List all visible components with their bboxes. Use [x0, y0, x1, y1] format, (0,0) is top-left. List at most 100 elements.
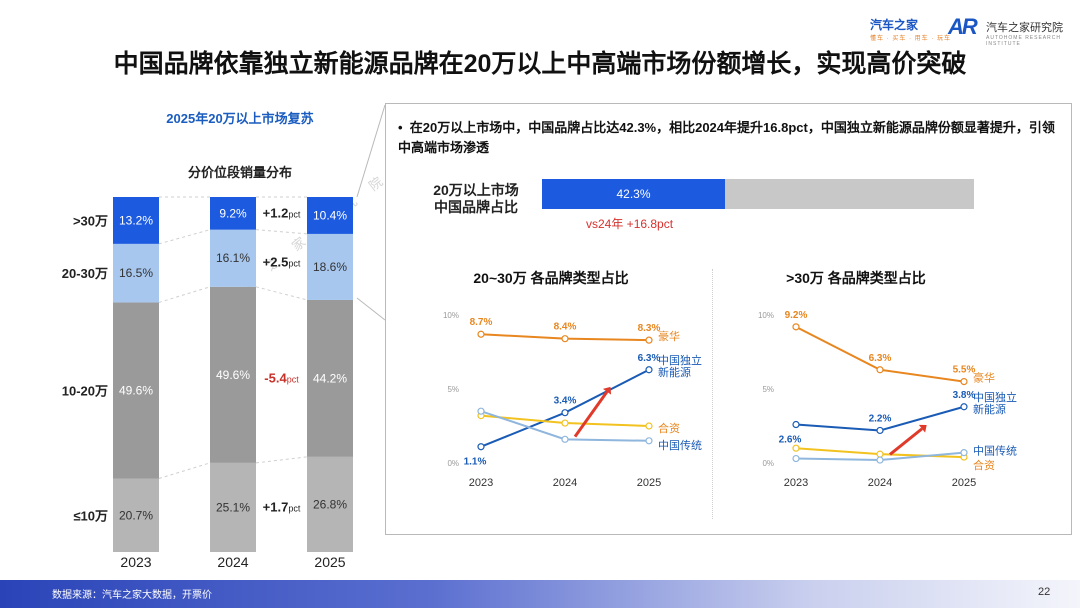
- connector-dash: [255, 286, 308, 301]
- bar-segment-10-20万-2025: [307, 299, 353, 457]
- category-label: 10-20万: [62, 383, 108, 398]
- data-point: [645, 437, 653, 445]
- series-name-label: 合资: [658, 421, 680, 435]
- connector-dash: [158, 229, 211, 245]
- series-name-label: 豪华: [973, 371, 995, 385]
- series-name-label: 中国独立: [658, 353, 702, 367]
- point-value-label: 2.6%: [779, 435, 802, 446]
- bar-segment-20-30万-2023: [113, 243, 159, 303]
- connector-dash: [158, 462, 211, 479]
- trend-arrow-icon: [602, 386, 612, 395]
- bar-value-label: 20.7%: [119, 508, 153, 522]
- series-name-label: 豪华: [658, 329, 680, 343]
- bar-segment-20-30万-2025: [307, 233, 353, 300]
- y-tick-label: 10%: [758, 311, 774, 320]
- bar-segment-≤10万-2023: [113, 478, 159, 552]
- x-tick-label: 2024: [217, 554, 248, 570]
- bar-value-label: 16.1%: [216, 251, 250, 265]
- y-tick-label: 0%: [762, 459, 774, 468]
- footer-bar: [0, 580, 1080, 608]
- bullet-dot: •: [398, 120, 410, 135]
- category-label: >30万: [73, 213, 108, 228]
- data-point: [477, 407, 485, 415]
- point-value-label: 3.4%: [554, 396, 577, 407]
- series-line-中国独立新能源: [480, 368, 650, 448]
- data-point: [960, 377, 968, 386]
- x-tick-label: 2023: [120, 554, 151, 570]
- bar-segment->30万-2023: [113, 197, 159, 244]
- point-value-label: 9.2%: [785, 310, 808, 321]
- stacked-chart-title: 分价位段销量分布: [187, 165, 292, 180]
- y-tick-label: 5%: [762, 385, 774, 394]
- data-point: [792, 454, 800, 463]
- connector-line-top: [356, 104, 386, 198]
- bar-value-label: 10.4%: [313, 208, 347, 222]
- data-point: [645, 366, 653, 374]
- share-bar-fill: 42.3%: [542, 179, 725, 209]
- y-tick-label: 10%: [443, 311, 459, 320]
- research-logo-text: 汽车之家研究院: [986, 22, 1063, 34]
- connector-dash: [255, 456, 308, 464]
- chart-divider: [712, 269, 713, 519]
- x-tick-label: 2023: [784, 477, 808, 489]
- series-name-label: 中国传统: [973, 445, 1017, 458]
- data-point: [876, 450, 884, 458]
- point-value-label: 8.4%: [554, 322, 577, 333]
- trend-arrow-shaft: [889, 427, 923, 456]
- data-source: 数据来源：汽车之家大数据，开票价: [52, 590, 212, 601]
- x-tick-label: 2024: [553, 477, 577, 489]
- data-point: [561, 435, 569, 443]
- connector-dash: [255, 229, 308, 235]
- left-subtitle: 2025年20万以上市场复苏: [166, 111, 314, 126]
- data-point: [561, 335, 569, 343]
- bar-segment->30万-2024: [210, 197, 256, 230]
- change-annotation: +2.5pct: [263, 254, 301, 269]
- point-value-label: 8.7%: [470, 317, 493, 328]
- connector-dash: [158, 286, 211, 303]
- data-point: [792, 420, 800, 429]
- data-point: [876, 366, 884, 374]
- line-chart-20-30: 20~30万 各品牌类型占比 0% 5% 10% 2023 2024 2025 8.7% 8.4…: [443, 270, 702, 489]
- point-value-label: 5.5%: [953, 365, 976, 376]
- bar-segment-≤10万-2025: [307, 456, 353, 552]
- autohome-logo-text: 汽车之家: [870, 18, 919, 32]
- bar-value-label: 13.2%: [119, 213, 153, 227]
- data-point: [561, 419, 569, 427]
- y-tick-label: 5%: [447, 385, 459, 394]
- detail-panel: • 在20万以上市场中，中国品牌占比达42.3%，相比2024年提升16.8pc…: [385, 103, 1072, 535]
- brand-logos: 汽车之家 懂车 · 买车 · 用车 · 玩车 AR 汽车之家研究院 AUTOHO…: [870, 14, 1070, 47]
- x-tick-label: 2025: [314, 554, 345, 570]
- line-chart-title: 20~30万 各品牌类型占比: [473, 270, 628, 286]
- share-label: 20万以上市场 中国品牌占比: [406, 182, 546, 216]
- bar-value-label: 49.6%: [216, 368, 250, 382]
- share-label-line1: 20万以上市场: [433, 182, 519, 198]
- point-value-label: 3.8%: [953, 390, 976, 401]
- x-tick-label: 2025: [637, 477, 661, 489]
- page-title: 中国品牌依靠独立新能源品牌在20万以上中高端市场份额增长，实现高价突破: [113, 50, 967, 78]
- series-name-label: 中国独立: [973, 390, 1017, 404]
- data-point: [960, 403, 968, 411]
- data-point: [645, 422, 653, 430]
- bar-segment-10-20万-2024: [210, 286, 256, 463]
- data-point: [876, 456, 884, 464]
- point-value-label: 1.1%: [464, 457, 487, 468]
- category-label: 20-30万: [62, 266, 108, 281]
- trend-arrow-icon: [918, 424, 927, 433]
- category-label: ≤10万: [73, 508, 108, 523]
- x-tick-label: 2024: [868, 477, 892, 489]
- point-value-label: 6.3%: [638, 353, 661, 364]
- line-chart-over-30: >30万 各品牌类型占比 0% 5% 10% 2023 2024 2025 9.2% 6.3% 5…: [758, 270, 1017, 489]
- change-annotation: +1.7pct: [263, 499, 301, 514]
- bar-value-label: 18.6%: [313, 260, 347, 274]
- data-point: [645, 336, 653, 344]
- line-chart-title: >30万 各品牌类型占比: [786, 270, 926, 286]
- summary-text: 在20万以上市场中，中国品牌占比达42.3%，相比2024年提升16.8pct，…: [398, 120, 1055, 155]
- share-label-line2: 中国品牌占比: [434, 199, 518, 215]
- change-annotation: +1.2pct: [263, 205, 301, 220]
- bar-segment-10-20万-2023: [113, 302, 159, 479]
- change-annotation: -5.4pct: [264, 370, 299, 385]
- series-name-label: 新能源: [658, 365, 691, 379]
- autohome-logo-tagline: 懂车 · 买车 · 用车 · 玩车: [870, 36, 951, 42]
- bar-value-label: 44.2%: [313, 371, 347, 385]
- research-logo-mark: AR: [948, 14, 978, 39]
